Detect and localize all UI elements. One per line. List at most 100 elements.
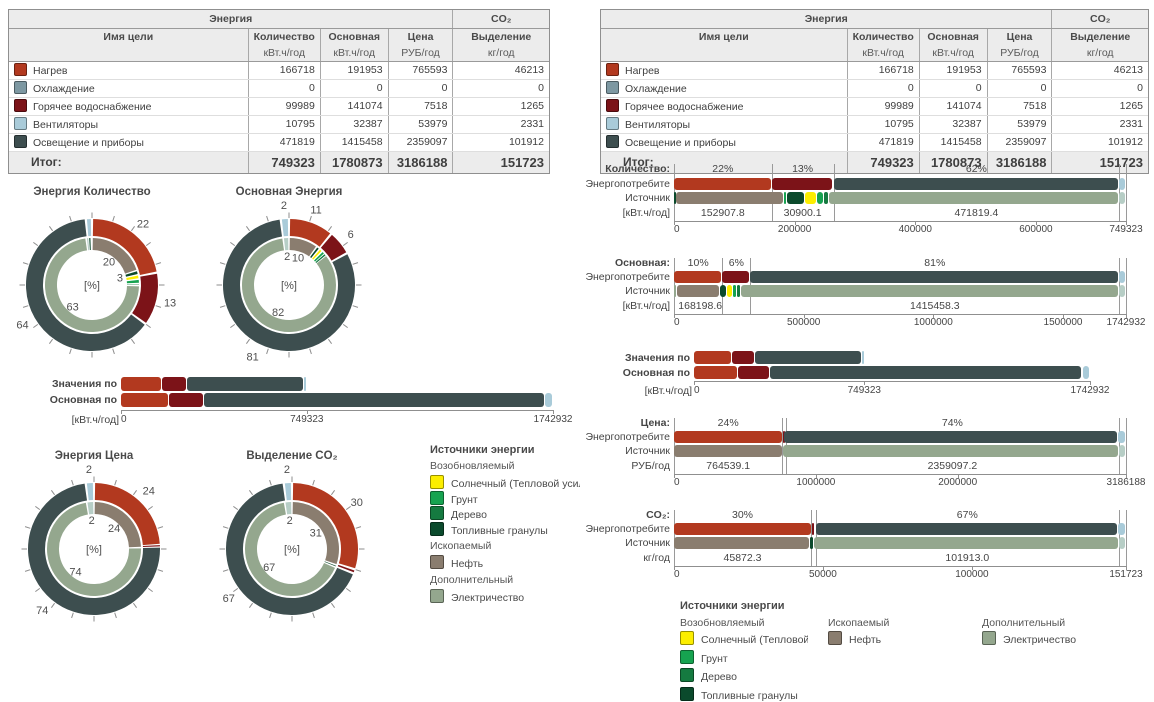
bar-co2-separator	[1126, 510, 1127, 566]
bar-primary-pct-label: 81%	[924, 257, 945, 269]
bar-quantity-tick-label: 400000	[899, 224, 932, 235]
bar-price-value-label: 764539.1	[706, 460, 750, 472]
bar-price-axis-line	[674, 474, 1126, 475]
donut-co2-title: Выделение CO₂	[202, 450, 382, 462]
bar-co2-title: CO₂:	[510, 509, 670, 521]
compare-unit: [кВт.ч/год]	[532, 385, 692, 397]
compare-row1-segment-lighting	[755, 351, 861, 364]
donut-segment-label: 64	[16, 320, 28, 332]
col-unit: кВт.ч/год	[847, 45, 919, 62]
col-header: Основная	[919, 29, 987, 46]
bar-quantity-consumers-segment-hot_water	[772, 178, 833, 190]
bar-price-pct-label: 24%	[718, 417, 739, 429]
bar-primary-sources-segment-electricity	[674, 285, 676, 297]
legend-swatch-ground	[680, 650, 694, 664]
donut-segment-label: 31	[310, 527, 322, 539]
donut-segment-label: 2	[89, 515, 95, 527]
compare-axis-line	[121, 410, 553, 411]
bar-primary-consumers-segment-heating	[674, 271, 721, 283]
total-value: 151723	[1052, 152, 1148, 174]
legend-title: Источники энергии	[680, 600, 785, 612]
legend-group-Ископаемый: Ископаемый	[828, 617, 889, 629]
row-value: 46213	[453, 62, 549, 80]
legend-item-solar: Солнечный (Тепловой усили	[680, 631, 808, 646]
donut-segment-pellets	[314, 252, 315, 253]
legend-item-ground: Грунт	[430, 491, 580, 506]
row-value: 53979	[388, 116, 453, 134]
bar-quantity-sources-segment-ground	[784, 192, 786, 204]
bar-co2-row1-label: Энергопотребите	[510, 523, 670, 535]
row-name-cell: Освещение и приборы	[9, 134, 248, 152]
legend-item-label: Солнечный (Тепловой усили	[451, 478, 580, 490]
bar-primary-sources-segment-wood	[737, 285, 740, 297]
donut-segment-pellets	[131, 273, 132, 275]
bar-quantity-row2-label: Источник	[510, 192, 670, 204]
row-value: 765593	[987, 62, 1052, 80]
bar-primary-separator	[1126, 258, 1127, 314]
bar-price-separator	[1126, 418, 1127, 474]
legend-swatch-pellets	[430, 522, 444, 536]
compare-row2-segment-lighting	[204, 393, 544, 407]
col-header: Основная	[320, 29, 388, 46]
row-name-cell: Освещение и приборы	[601, 134, 847, 152]
compare-tick-label: 1742932	[1071, 385, 1110, 396]
legend-item-ground: Грунт	[680, 650, 728, 665]
col-header: Количество	[248, 29, 320, 46]
row-color-swatch	[606, 135, 619, 148]
row-value: 166718	[847, 62, 919, 80]
legend-group-Ископаемый: Ископаемый	[430, 540, 491, 552]
row-value: 166718	[248, 62, 320, 80]
row-value: 0	[388, 80, 453, 98]
compare-row2-segment-hot_water	[738, 366, 769, 379]
donut-segment-label: 2	[287, 515, 293, 527]
bar-quantity-value-label: 152907.8	[701, 207, 745, 219]
donut-segment-solar	[316, 254, 317, 255]
row-value: 101912	[453, 134, 549, 152]
row-value: 53979	[987, 116, 1052, 134]
legend-item-label: Грунт	[451, 494, 478, 506]
row-label: Освещение и приборы	[625, 137, 736, 149]
row-value: 32387	[320, 116, 388, 134]
col-unit: кВт.ч/год	[248, 45, 320, 62]
bar-price-sources-segment-oil	[674, 445, 782, 457]
compare-unit: [кВт.ч/год]	[0, 414, 119, 426]
bar-quantity-consumers-segment-heating	[674, 178, 771, 190]
bar-co2-sources-segment-electricity	[814, 537, 1118, 549]
bar-primary-value-label: 1415458.3	[910, 300, 960, 312]
bar-co2-row2-label: Источник	[510, 537, 670, 549]
bar-primary-title: Основная:	[510, 257, 670, 269]
donut-center-label: [%]	[284, 544, 300, 556]
donut-segment-label: 22	[137, 218, 149, 230]
compare-row1-segment-hot_water	[162, 377, 186, 391]
compare-row1-label: Значения по	[530, 352, 690, 364]
row-value: 1415458	[320, 134, 388, 152]
row-value: 0	[453, 80, 549, 98]
bar-quantity-title: Количество:	[510, 163, 670, 175]
compare-row1-segment-heating	[121, 377, 161, 391]
legend-swatch-electricity	[982, 631, 996, 645]
donut-segment-label: 74	[36, 605, 48, 617]
bar-co2-pct-label: 67%	[957, 509, 978, 521]
bar-quantity-consumers-segment-fans	[1119, 178, 1125, 190]
compare-row2-segment-heating	[121, 393, 168, 407]
bar-primary-consumers-segment-fans	[1119, 271, 1125, 283]
compare-row2-label: Основная по	[0, 394, 117, 406]
bar-price-row1-label: Энергопотребите	[510, 431, 670, 443]
legend-swatch-pellets	[680, 687, 694, 701]
donut-segment-label: 82	[272, 307, 284, 319]
row-label: Охлаждение	[625, 83, 687, 95]
bar-price-value-label: 2359097.2	[928, 460, 978, 472]
donut-segment-label: 2	[284, 251, 290, 263]
bar-quantity-pct-label: 13%	[792, 163, 813, 175]
legend-item-label: Дерево	[451, 509, 487, 521]
